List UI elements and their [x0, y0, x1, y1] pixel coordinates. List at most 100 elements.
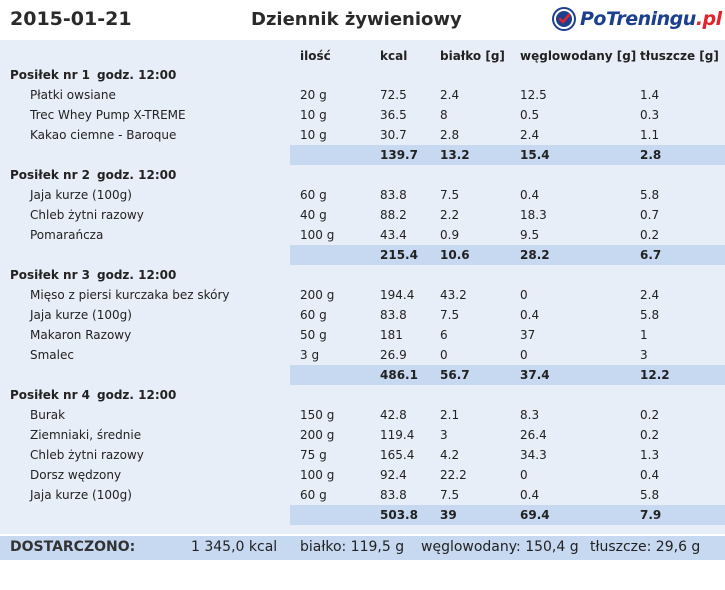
food-kcal: 26.9 — [380, 348, 407, 362]
food-protein: 4.2 — [440, 448, 460, 462]
food-name: Dorsz wędzony — [30, 468, 122, 482]
table-row: Jaja kurze (100g) 60 g 83.8 7.5 0.4 5.8 — [0, 485, 725, 505]
food-name: Jaja kurze (100g) — [30, 308, 132, 322]
meal-sum-bar — [290, 505, 725, 525]
meal-sum-row: 503.8 39 69.4 7.9 — [0, 505, 725, 525]
food-name: Makaron Razowy — [30, 328, 132, 342]
meal-name: Posiłek nr 3 — [10, 268, 91, 282]
logo-main: PoTreningu — [580, 8, 696, 30]
food-carbs: 0 — [520, 468, 528, 482]
food-name: Mięso z piersi kurczaka bez skóry — [30, 288, 230, 302]
food-kcal: 30.7 — [380, 128, 407, 142]
food-name: Trec Whey Pump X-TREME — [30, 108, 186, 122]
food-carbs: 8.3 — [520, 408, 540, 422]
potreningu-logo[interactable]: PoTreningu.pl — [551, 5, 722, 33]
food-kcal: 43.4 — [380, 228, 407, 242]
meal-name: Posiłek nr 1 — [10, 68, 91, 82]
food-qty: 60 g — [300, 308, 327, 322]
food-kcal: 181 — [380, 328, 403, 342]
totals-kcal: 1 345,0 kcal — [191, 539, 278, 555]
food-protein: 43.2 — [440, 288, 467, 302]
food-protein: 7.5 — [440, 188, 460, 202]
food-name: Płatki owsiane — [30, 88, 116, 102]
food-protein: 0.9 — [440, 228, 460, 242]
food-fat: 0.2 — [640, 428, 660, 442]
meal-sum-row: 139.7 13.2 15.4 2.8 — [0, 145, 725, 165]
food-fat: 0.4 — [640, 468, 660, 482]
food-qty: 100 g — [300, 468, 335, 482]
totals-carbs: węglowodany: 150,4 g — [421, 539, 579, 555]
food-carbs: 12.5 — [520, 88, 547, 102]
food-fat: 5.8 — [640, 188, 660, 202]
food-carbs: 26.4 — [520, 428, 547, 442]
food-protein: 2.1 — [440, 408, 460, 422]
food-qty: 200 g — [300, 288, 335, 302]
food-carbs: 0 — [520, 288, 528, 302]
food-protein: 8 — [440, 108, 448, 122]
food-fat: 5.8 — [640, 308, 660, 322]
food-kcal: 72.5 — [380, 88, 407, 102]
food-kcal: 42.8 — [380, 408, 407, 422]
food-qty: 10 g — [300, 128, 327, 142]
sum-kcal: 139.7 — [380, 148, 418, 162]
food-fat: 0.2 — [640, 228, 660, 242]
food-name: Chleb żytni razowy — [30, 448, 144, 462]
table-row: Kakao ciemne - Baroque 10 g 30.7 2.8 2.4 1.1 — [0, 125, 725, 145]
food-carbs: 18.3 — [520, 208, 547, 222]
food-qty: 100 g — [300, 228, 335, 242]
table-row: Makaron Razowy 50 g 181 6 37 1 — [0, 325, 725, 345]
food-name: Burak — [30, 408, 66, 422]
sum-fat: 12.2 — [640, 368, 670, 382]
sum-protein: 13.2 — [440, 148, 470, 162]
food-qty: 150 g — [300, 408, 335, 422]
col-header-qty: ilość — [300, 49, 331, 63]
food-carbs: 0.4 — [520, 488, 540, 502]
diary-table: ilość kcal białko [g] węglowodany [g] tł… — [0, 40, 725, 534]
sum-carbs: 28.2 — [520, 248, 550, 262]
meal-header-row: Posiłek nr 1 godz. 12:00 — [0, 65, 725, 85]
meal-header-row: Posiłek nr 2 godz. 12:00 — [0, 165, 725, 185]
sum-carbs: 37.4 — [520, 368, 550, 382]
sum-protein: 39 — [440, 508, 457, 522]
food-carbs: 2.4 — [520, 128, 540, 142]
food-fat: 0.7 — [640, 208, 660, 222]
food-kcal: 83.8 — [380, 188, 407, 202]
food-protein: 22.2 — [440, 468, 467, 482]
table-row: Chleb żytni razowy 75 g 165.4 4.2 34.3 1.3 — [0, 445, 725, 465]
food-qty: 50 g — [300, 328, 327, 342]
food-carbs: 34.3 — [520, 448, 547, 462]
food-protein: 3 — [440, 428, 448, 442]
table-row: Chleb żytni razowy 40 g 88.2 2.2 18.3 0.7 — [0, 205, 725, 225]
meal-time: godz. 12:00 — [97, 68, 177, 82]
logo-tld: .pl — [695, 8, 722, 30]
table-row: Jaja kurze (100g) 60 g 83.8 7.5 0.4 5.8 — [0, 185, 725, 205]
food-name: Ziemniaki, średnie — [30, 428, 142, 442]
col-header-carbs: węglowodany [g] — [520, 49, 637, 63]
logo-text: PoTreningu.pl — [580, 8, 722, 30]
table-row: Smalec 3 g 26.9 0 0 3 — [0, 345, 725, 365]
food-kcal: 83.8 — [380, 488, 407, 502]
sum-kcal: 503.8 — [380, 508, 418, 522]
totals-protein: białko: 119,5 g — [300, 539, 405, 555]
food-carbs: 0.4 — [520, 188, 540, 202]
diary-date: 2015-01-21 — [10, 8, 132, 30]
totals-label: DOSTARCZONO: — [10, 539, 136, 555]
food-kcal: 83.8 — [380, 308, 407, 322]
sum-kcal: 215.4 — [380, 248, 418, 262]
meal-header-row: Posiłek nr 3 godz. 12:00 — [0, 265, 725, 285]
food-protein: 2.4 — [440, 88, 460, 102]
meal-header-row: Posiłek nr 4 godz. 12:00 — [0, 385, 725, 405]
food-name: Kakao ciemne - Baroque — [30, 128, 177, 142]
food-protein: 2.2 — [440, 208, 460, 222]
meal-time: godz. 12:00 — [97, 388, 177, 402]
food-protein: 7.5 — [440, 308, 460, 322]
sum-fat: 6.7 — [640, 248, 662, 262]
sum-fat: 2.8 — [640, 148, 662, 162]
food-kcal: 92.4 — [380, 468, 407, 482]
meal-sum-bar — [290, 245, 725, 265]
food-protein: 6 — [440, 328, 448, 342]
meal-sum-bar — [290, 365, 725, 385]
food-fat: 1.1 — [640, 128, 660, 142]
logo-icon — [552, 7, 576, 31]
header: 2015-01-21 Dziennik żywieniowy PoTrening… — [0, 0, 725, 40]
